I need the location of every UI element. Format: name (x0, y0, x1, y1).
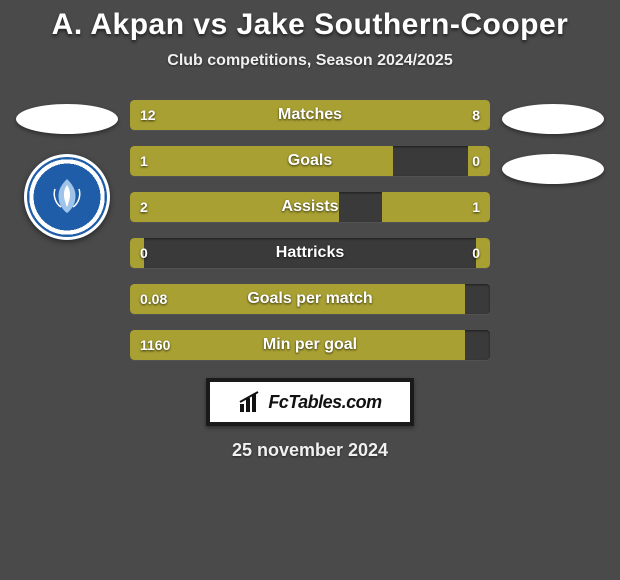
stat-value-left: 1160 (140, 337, 170, 353)
brand-text: FcTables.com (268, 392, 381, 413)
stats-area: 12 8 Matches 1 0 Goals 2 1 Assists 0 0 Hattricks 0.0… (0, 100, 620, 360)
comparison-card: A. Akpan vs Jake Southern-Cooper Club co… (0, 0, 620, 461)
stat-value-left: 12 (140, 107, 156, 123)
left-player-pill (16, 104, 118, 134)
subtitle: Club competitions, Season 2024/2025 (0, 52, 620, 70)
right-player-pill-2 (502, 154, 604, 184)
stat-label: Hattricks (276, 244, 344, 262)
footer: FcTables.com 25 november 2024 (0, 378, 620, 461)
right-player-pill-1 (502, 104, 604, 134)
stat-row: 2 1 Assists (130, 192, 490, 222)
stat-value-left: 1 (140, 153, 148, 169)
stat-value-right: 1 (472, 199, 480, 215)
stat-row: 12 8 Matches (130, 100, 490, 130)
stat-label: Goals (288, 152, 332, 170)
left-player-column (16, 100, 118, 240)
stat-value-right: 8 (472, 107, 480, 123)
stat-label: Goals per match (247, 290, 372, 308)
right-player-column (502, 100, 604, 184)
stat-bar-left (130, 146, 393, 176)
stat-label: Matches (278, 106, 342, 124)
brand-box: FcTables.com (206, 378, 414, 426)
bars-icon (238, 390, 262, 414)
page-title: A. Akpan vs Jake Southern-Cooper (0, 8, 620, 42)
stat-value-left: 2 (140, 199, 148, 215)
stat-bars: 12 8 Matches 1 0 Goals 2 1 Assists 0 0 Hattricks 0.0… (130, 100, 490, 360)
date-label: 25 november 2024 (232, 440, 388, 461)
stat-value-left: 0.08 (140, 291, 167, 307)
stat-row: 0 0 Hattricks (130, 238, 490, 268)
stat-row: 1 0 Goals (130, 146, 490, 176)
stat-label: Assists (282, 198, 339, 216)
stat-row: 0.08 Goals per match (130, 284, 490, 314)
stat-value-right: 0 (472, 245, 480, 261)
stat-value-right: 0 (472, 153, 480, 169)
phoenix-icon (37, 167, 97, 227)
stat-label: Min per goal (263, 336, 357, 354)
stat-bar-right (346, 100, 490, 130)
stat-row: 1160 Min per goal (130, 330, 490, 360)
left-club-badge (24, 154, 110, 240)
stat-value-left: 0 (140, 245, 148, 261)
